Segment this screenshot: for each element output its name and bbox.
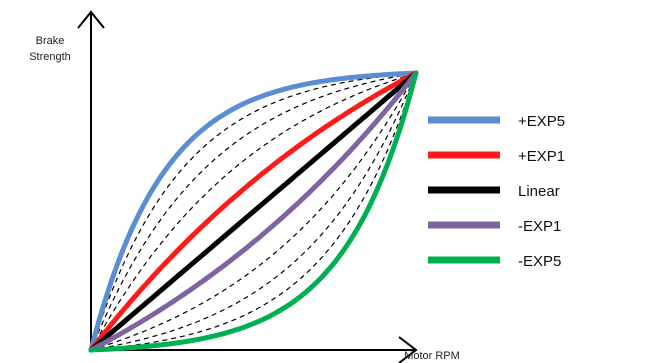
x-axis-label: Motor RPM [404,350,460,362]
y-axis-label-line1: Brake [36,35,65,47]
series-line-linear [88,70,419,353]
intermediate-dashed-curves [90,72,417,351]
dashed-curve-2 [90,72,417,351]
dashed-curve-4 [90,72,417,351]
series-line-exp5 [88,70,419,353]
y-axis [77,10,105,350]
legend-label: -EXP5 [518,253,561,270]
legend-item: +EXP1 [428,148,565,165]
legend-item: +EXP5 [428,113,565,130]
y-axis-label-line2: Strength [29,51,71,63]
dashed-curve-6 [90,72,417,351]
legend-item: -EXP1 [428,218,561,235]
legend: +EXP5 +EXP1 Linear -EXP1 -EXP5 [428,113,565,270]
x-axis [91,336,418,363]
legend-label: Linear [518,183,560,200]
series-line-exp5 [88,70,419,353]
dashed-curve-5 [90,72,417,351]
legend-label: +EXP5 [518,113,565,130]
legend-label: +EXP1 [518,148,565,165]
series-curves [88,70,419,353]
dashed-curve-3 [90,72,417,351]
legend-item: -EXP5 [428,253,561,270]
series-line-exp1 [88,70,419,353]
legend-label: -EXP1 [518,218,561,235]
series-line-exp1 [88,70,419,353]
legend-item: Linear [428,183,560,200]
dashed-curve-1 [90,72,417,351]
